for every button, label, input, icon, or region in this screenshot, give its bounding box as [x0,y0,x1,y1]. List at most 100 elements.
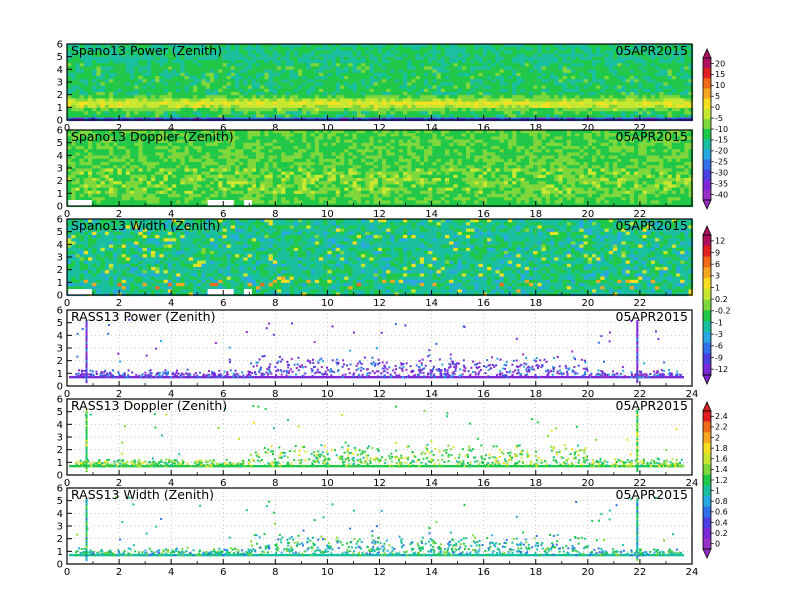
colorbar-label: 9 [715,248,720,257]
y-tick-label: 6 [57,395,63,406]
colorbar-label: 0 [715,539,720,548]
y-tick-label: 3 [57,522,63,533]
x-tick-label: 2 [116,209,122,220]
x-tick-label: 2 [116,389,122,400]
x-tick-label: 2 [116,123,122,134]
y-tick-label: 2 [57,265,63,276]
colorbar-label: 0 [715,103,720,112]
y-tick-label: 2 [57,176,63,187]
x-tick-label: 14 [425,209,438,220]
x-tick-label: 16 [477,298,490,309]
colorbar-label: 1.4 [715,465,728,474]
x-tick-label: 12 [373,567,386,578]
x-tick-label: 0 [64,298,70,309]
colorbar-label: 2 [715,433,720,442]
x-tick-label: 20 [581,389,594,400]
y-tick-label: 3 [57,253,63,264]
x-tick-label: 12 [373,298,386,309]
x-tick-label: 24 [686,567,699,578]
x-tick-label: 6 [220,567,226,578]
x-tick-label: 8 [272,298,278,309]
x-tick-label: 6 [220,478,226,489]
x-tick-label: 2 [116,567,122,578]
colorbar-power: 20 15 10 5 0 -5 -10 -15 -20 -25-30 -35 -40 [702,48,728,210]
y-tick-label: 4 [57,509,63,520]
y-tick-label: 2 [57,534,63,545]
x-tick-label: 6 [220,123,226,134]
x-tick-label: 18 [529,209,542,220]
x-tick-label: 2 [116,298,122,309]
x-tick-label: 4 [168,389,174,400]
colorbar-label: 10 [715,81,725,90]
colorbar-label: -5 [715,114,723,123]
x-tick-label: 16 [477,123,490,134]
y-tick-label: 5 [57,52,63,63]
y-tick-label: 6 [57,126,63,137]
x-tick-label: 8 [272,123,278,134]
x-tick-label: 4 [168,123,174,134]
colorbar-label: -1 [715,318,723,327]
x-tick-label: 24 [686,389,699,400]
y-tick-label: 4 [57,240,63,251]
y-tick-label: 5 [57,407,63,418]
y-tick-label: 2 [57,445,63,456]
colorbar-label: 0.2 [715,529,728,538]
x-tick-label: 16 [477,389,490,400]
x-tick-label: 14 [425,478,438,489]
date-label: 05APR2015 [616,43,689,58]
y-tick-label: 2 [57,356,63,367]
date-label: 05APR2015 [616,309,689,324]
colorbar-label: 12 [715,237,725,246]
x-tick-label: 20 [581,567,594,578]
x-tick-label: 10 [321,123,334,134]
x-tick-label: 22 [634,389,647,400]
y-tick-label: 1 [57,458,63,469]
date-label: 05APR2015 [616,129,689,144]
colorbar-label: -35 [715,179,728,188]
y-tick-label: 3 [57,344,63,355]
x-tick-label: 24 [686,478,699,489]
y-tick-label: 3 [57,78,63,89]
y-tick-label: 0 [57,291,63,302]
colorbar-min-arrow [702,548,712,559]
y-tick-label: 4 [57,331,63,342]
y-tick-label: 0 [57,560,63,571]
x-tick-label: 20 [581,123,594,134]
panel-title: Spano13 Power (Zenith) [71,43,222,58]
colorbar-label: 1.8 [715,444,728,453]
x-tick-label: 8 [272,478,278,489]
x-tick-label: 16 [477,567,490,578]
colorbar-label: 1.6 [715,455,728,464]
colorbar-doppler: 12 9 6 3 1 0.2 -0.2 -1 -3 -6 -9 -12 [702,225,731,385]
y-tick-label: 1 [57,547,63,558]
date-label: 05APR2015 [616,218,689,233]
y-tick-label: 3 [57,433,63,444]
y-tick-label: 5 [57,496,63,507]
colorbar-label: -15 [715,136,728,145]
x-tick-label: 0 [64,567,70,578]
y-tick-label: 4 [57,420,63,431]
x-tick-label: 0 [64,389,70,400]
colorbar-label: -6 [715,342,723,351]
y-tick-label: 5 [57,318,63,329]
x-tick-label: 18 [529,478,542,489]
panel-title: Spano13 Width (Zenith) [71,218,221,233]
date-label: 05APR2015 [616,398,689,413]
date-label: 05APR2015 [616,487,689,502]
y-tick-label: 1 [57,369,63,380]
colorbar-label: 3 [715,272,720,281]
y-tick-label: 1 [57,278,63,289]
y-tick-label: 4 [57,151,63,162]
x-tick-label: 0 [64,123,70,134]
x-tick-label: 18 [529,123,542,134]
x-tick-label: 14 [425,298,438,309]
colorbar-min-arrow [702,199,712,210]
x-tick-label: 10 [321,389,334,400]
y-tick-label: 6 [57,215,63,226]
colorbar-label: -0.2 [715,307,731,316]
x-tick-label: 20 [581,478,594,489]
